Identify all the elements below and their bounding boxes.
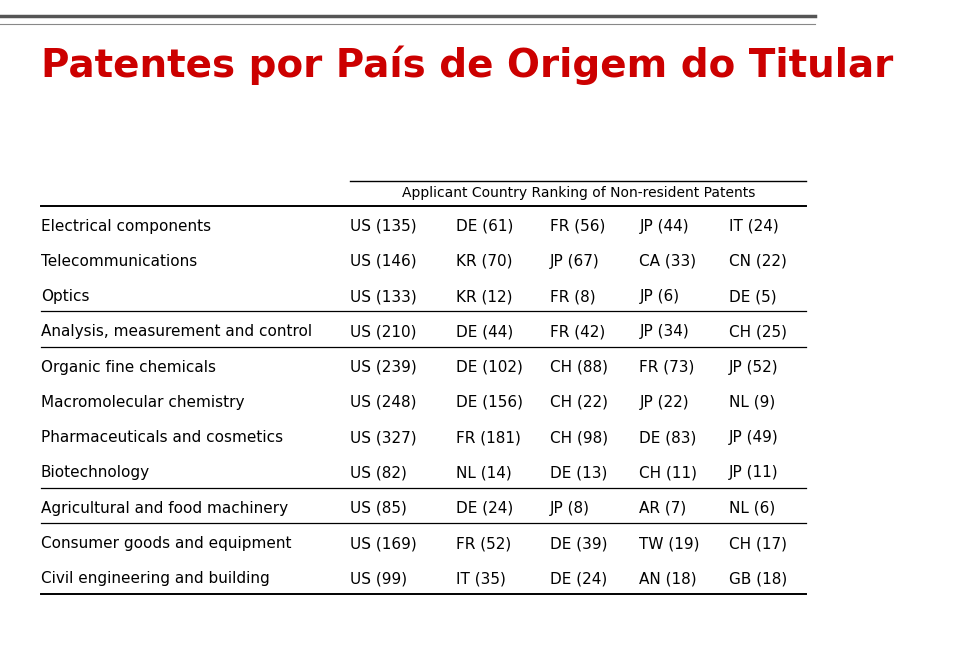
Text: US (85): US (85)	[350, 501, 407, 516]
Text: JP (34): JP (34)	[639, 325, 689, 340]
Text: FR (52): FR (52)	[456, 536, 512, 551]
Text: Patentes por País de Origem do Titular: Patentes por País de Origem do Titular	[40, 46, 893, 85]
Text: Optics: Optics	[40, 289, 89, 304]
Text: DE (24): DE (24)	[550, 571, 607, 586]
Text: CH (98): CH (98)	[550, 430, 608, 445]
Text: US (248): US (248)	[350, 395, 417, 410]
Text: US (82): US (82)	[350, 466, 407, 481]
Text: GB (18): GB (18)	[729, 571, 787, 586]
Text: TW (19): TW (19)	[639, 536, 700, 551]
Text: JP (8): JP (8)	[550, 501, 589, 516]
Text: DE (83): DE (83)	[639, 430, 697, 445]
Text: CH (22): CH (22)	[550, 395, 608, 410]
Text: JP (49): JP (49)	[729, 430, 779, 445]
Text: Civil engineering and building: Civil engineering and building	[40, 571, 270, 586]
Text: Electrical components: Electrical components	[40, 219, 211, 234]
Text: CH (88): CH (88)	[550, 360, 608, 375]
Text: DE (5): DE (5)	[729, 289, 777, 304]
Text: US (239): US (239)	[350, 360, 417, 375]
Text: Biotechnology: Biotechnology	[40, 466, 150, 481]
Text: FR (73): FR (73)	[639, 360, 695, 375]
Text: IT (35): IT (35)	[456, 571, 506, 586]
Text: JP (44): JP (44)	[639, 219, 689, 234]
Text: Agricultural and food machinery: Agricultural and food machinery	[40, 501, 288, 516]
Text: DE (44): DE (44)	[456, 325, 514, 340]
Text: FR (42): FR (42)	[550, 325, 605, 340]
Text: DE (156): DE (156)	[456, 395, 523, 410]
Text: JP (11): JP (11)	[729, 466, 779, 481]
Text: CH (17): CH (17)	[729, 536, 787, 551]
Text: DE (24): DE (24)	[456, 501, 514, 516]
Text: IT (24): IT (24)	[729, 219, 779, 234]
Text: AN (18): AN (18)	[639, 571, 697, 586]
Text: Applicant Country Ranking of Non-resident Patents: Applicant Country Ranking of Non-residen…	[401, 185, 755, 200]
Text: NL (6): NL (6)	[729, 501, 776, 516]
Text: KR (12): KR (12)	[456, 289, 513, 304]
Text: CH (11): CH (11)	[639, 466, 697, 481]
Text: KR (70): KR (70)	[456, 254, 513, 269]
Text: US (99): US (99)	[350, 571, 407, 586]
Text: DE (39): DE (39)	[550, 536, 608, 551]
Text: FR (8): FR (8)	[550, 289, 595, 304]
Text: US (133): US (133)	[350, 289, 417, 304]
Text: JP (6): JP (6)	[639, 289, 680, 304]
Text: US (327): US (327)	[350, 430, 417, 445]
Text: Organic fine chemicals: Organic fine chemicals	[40, 360, 216, 375]
Text: FR (181): FR (181)	[456, 430, 521, 445]
Text: JP (67): JP (67)	[550, 254, 600, 269]
Text: AR (7): AR (7)	[639, 501, 686, 516]
Text: US (169): US (169)	[350, 536, 417, 551]
Text: CA (33): CA (33)	[639, 254, 697, 269]
Text: CN (22): CN (22)	[729, 254, 787, 269]
Text: DE (61): DE (61)	[456, 219, 514, 234]
Text: Macromolecular chemistry: Macromolecular chemistry	[40, 395, 244, 410]
Text: NL (9): NL (9)	[729, 395, 776, 410]
Text: JP (52): JP (52)	[729, 360, 779, 375]
Text: JP (22): JP (22)	[639, 395, 689, 410]
Text: US (146): US (146)	[350, 254, 417, 269]
Text: US (135): US (135)	[350, 219, 417, 234]
Text: Analysis, measurement and control: Analysis, measurement and control	[40, 325, 312, 340]
Text: DE (13): DE (13)	[550, 466, 607, 481]
Text: NL (14): NL (14)	[456, 466, 512, 481]
Text: CH (25): CH (25)	[729, 325, 787, 340]
Text: Pharmaceuticals and cosmetics: Pharmaceuticals and cosmetics	[40, 430, 283, 445]
Text: FR (56): FR (56)	[550, 219, 605, 234]
Text: Telecommunications: Telecommunications	[40, 254, 197, 269]
Text: DE (102): DE (102)	[456, 360, 523, 375]
Text: US (210): US (210)	[350, 325, 417, 340]
Text: Consumer goods and equipment: Consumer goods and equipment	[40, 536, 291, 551]
